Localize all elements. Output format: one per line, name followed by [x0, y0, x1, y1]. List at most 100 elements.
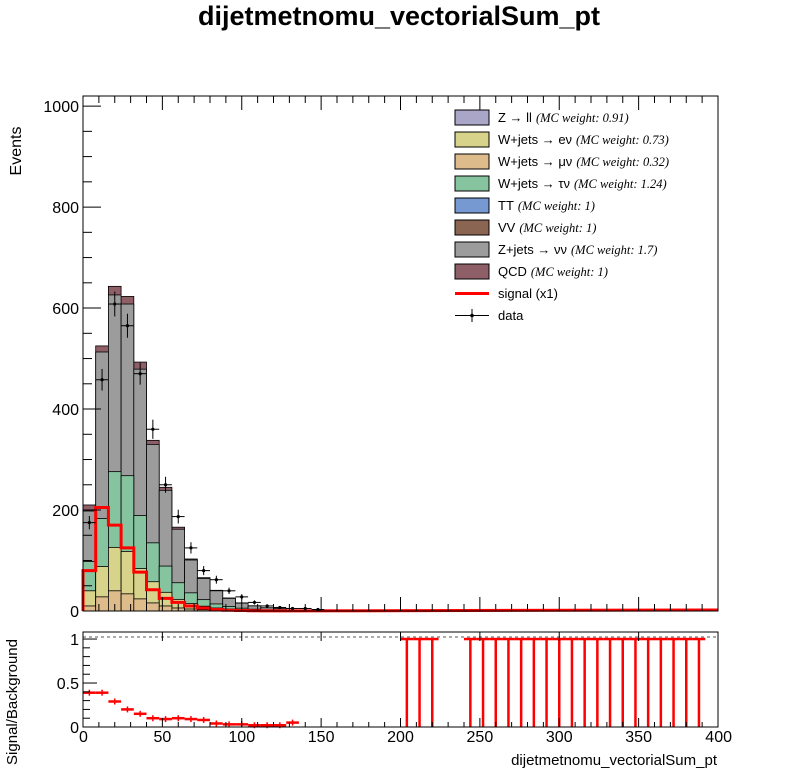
data-marker	[163, 483, 168, 487]
x-tick-label: 150	[308, 729, 335, 746]
stack-bar	[82, 605, 97, 612]
legend-label-text: data	[498, 308, 524, 323]
legend-label-text: Z+jets → νν	[498, 242, 567, 257]
chart-title: dijetmetnomu_vectorialSum_pt	[198, 1, 600, 31]
ratio-spike	[540, 637, 553, 727]
data-point	[133, 362, 147, 385]
legend-entry: Z → ll (MC weight: 0.91)	[454, 109, 629, 126]
data-marker	[189, 546, 193, 550]
legend-entry: W+jets → μν (MC weight: 0.32)	[454, 153, 669, 170]
legend-swatch	[454, 263, 490, 280]
x-tick-label: 250	[467, 729, 494, 746]
legend: Z → ll (MC weight: 0.91) W+jets → eν (MC we…	[454, 109, 669, 323]
ratio-spike	[679, 637, 693, 727]
ratio-y-tick-label: 0.5	[57, 676, 79, 693]
legend-label: TT (MC weight: 1)	[498, 198, 595, 213]
data-point	[197, 566, 210, 576]
legend-entry: signal (x1)	[455, 286, 558, 301]
ratio-point	[146, 715, 160, 722]
data-point	[311, 607, 325, 612]
data-point	[273, 605, 287, 610]
data-marker	[278, 605, 282, 610]
legend-entry: data	[455, 308, 524, 323]
x-tick-label: 100	[228, 729, 255, 746]
data-point	[83, 515, 96, 530]
legend-label-text: Z → ll	[498, 110, 532, 125]
legend-label: QCD (MC weight: 1)	[498, 264, 608, 279]
main-plot-border	[82, 95, 719, 612]
data-point	[146, 419, 160, 439]
legend-label-text: QCD	[498, 264, 527, 279]
ratio-axes: 0 50 100 150 200 250 300 350 400 0 0.5 1	[57, 632, 732, 746]
legend-weight-text: (MC weight: 1)	[518, 199, 595, 213]
legend-label: Z+jets → νν (MC weight: 1.7)	[498, 242, 657, 257]
ratio-spike	[692, 637, 706, 727]
data-marker	[240, 595, 244, 599]
ratio-point	[133, 710, 147, 717]
ratio-spike	[425, 637, 439, 727]
ratio-point	[171, 715, 185, 722]
legend-label-text: W+jets → μν	[498, 154, 572, 169]
ratio-point	[159, 716, 172, 723]
ratio-spike	[629, 637, 642, 727]
y-tick-label: 0	[70, 604, 79, 621]
ratio-spike	[464, 637, 477, 727]
legend-label: W+jets → μν (MC weight: 0.32)	[498, 154, 669, 169]
legend-swatch	[454, 219, 490, 236]
ratio-spike	[578, 637, 591, 727]
x-tick-label: 300	[546, 729, 573, 746]
stack-bar	[133, 598, 147, 612]
data-marker	[265, 604, 269, 608]
x-tick-label: 50	[153, 729, 171, 746]
ratio-spike	[591, 637, 604, 727]
data-point	[260, 604, 274, 608]
legend-weight-text: (MC weight: 1)	[519, 221, 596, 235]
y-tick-label: 1000	[43, 99, 79, 116]
ratio-plot-frame	[82, 631, 719, 728]
legend-label-text: TT	[498, 198, 514, 213]
ratio-point	[121, 706, 134, 713]
ratio-spike	[641, 637, 655, 727]
ratio-spike	[400, 637, 414, 727]
legend-swatch	[454, 197, 490, 214]
ratio-spike	[616, 637, 630, 727]
ratio-point	[83, 689, 96, 696]
data-marker	[252, 600, 257, 605]
ratio-y-tick-label: 1	[70, 632, 79, 649]
ratio-spike	[667, 637, 680, 727]
legend-weight-text: (MC weight: 1.7)	[571, 243, 657, 257]
data-point	[159, 476, 172, 493]
ratio-point	[197, 716, 210, 723]
legend-swatch	[454, 153, 490, 170]
legend-weight-text: (MC weight: 0.91)	[536, 111, 629, 125]
ratio-point	[286, 719, 299, 726]
legend-weight-text: (MC weight: 1)	[531, 265, 608, 279]
legend-weight-text: (MC weight: 0.73)	[576, 133, 669, 147]
y-axis-title: Events	[8, 127, 25, 176]
ratio-plot-border	[82, 631, 719, 728]
legend-label: Z → ll (MC weight: 0.91)	[498, 110, 629, 125]
data-marker	[176, 514, 180, 519]
stack-bar	[146, 602, 160, 612]
ratio-pad: 0 50 100 150 200 250 300 350 400 0 0.5 1 Signal/Bac…	[4, 631, 732, 769]
legend-swatch	[454, 175, 490, 192]
data-point	[286, 606, 299, 611]
data-point	[248, 600, 261, 605]
data-marker	[290, 606, 295, 611]
legend-label-text: VV	[498, 220, 516, 235]
x-tick-label: 400	[705, 729, 732, 746]
data-marker	[214, 578, 218, 582]
data-marker	[227, 589, 231, 593]
data-point	[95, 368, 109, 391]
legend-swatch	[454, 131, 490, 148]
x-axis-title: dijetmetnomu_vectorialSum_pt	[511, 752, 718, 769]
legend-label: W+jets → eν (MC weight: 0.73)	[498, 132, 669, 147]
legend-label-text: signal (x1)	[498, 286, 558, 301]
legend-label-text: W+jets → eν	[498, 132, 572, 147]
legend-label-text: W+jets → τν	[498, 176, 570, 191]
stack-bar	[95, 596, 109, 612]
ratio-point	[95, 689, 109, 696]
ratio-spike	[603, 637, 617, 727]
x-tick-label: 0	[79, 729, 88, 746]
